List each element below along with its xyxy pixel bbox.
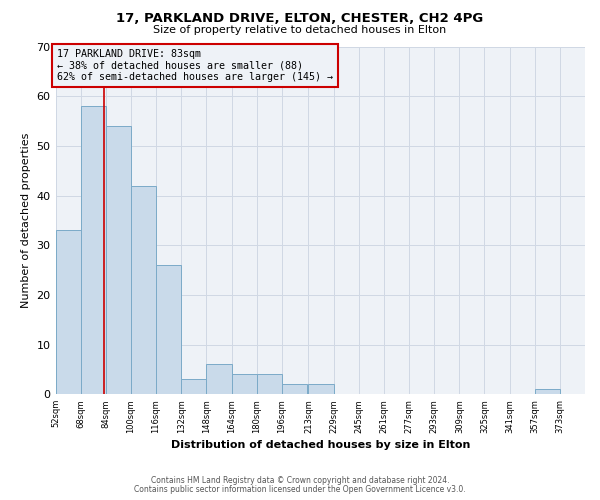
Bar	[181, 380, 206, 394]
Bar	[206, 364, 232, 394]
Y-axis label: Number of detached properties: Number of detached properties	[21, 132, 31, 308]
Bar	[156, 265, 181, 394]
Bar	[56, 230, 80, 394]
Bar	[535, 389, 560, 394]
Bar	[131, 186, 156, 394]
Text: Contains public sector information licensed under the Open Government Licence v3: Contains public sector information licen…	[134, 485, 466, 494]
Bar	[80, 106, 106, 394]
X-axis label: Distribution of detached houses by size in Elton: Distribution of detached houses by size …	[170, 440, 470, 450]
Bar	[308, 384, 334, 394]
Text: Contains HM Land Registry data © Crown copyright and database right 2024.: Contains HM Land Registry data © Crown c…	[151, 476, 449, 485]
Text: 17, PARKLAND DRIVE, ELTON, CHESTER, CH2 4PG: 17, PARKLAND DRIVE, ELTON, CHESTER, CH2 …	[116, 12, 484, 26]
Text: Size of property relative to detached houses in Elton: Size of property relative to detached ho…	[154, 25, 446, 35]
Bar	[282, 384, 307, 394]
Bar	[232, 374, 257, 394]
Bar	[257, 374, 282, 394]
Text: 17 PARKLAND DRIVE: 83sqm
← 38% of detached houses are smaller (88)
62% of semi-d: 17 PARKLAND DRIVE: 83sqm ← 38% of detach…	[57, 49, 333, 82]
Bar	[106, 126, 131, 394]
